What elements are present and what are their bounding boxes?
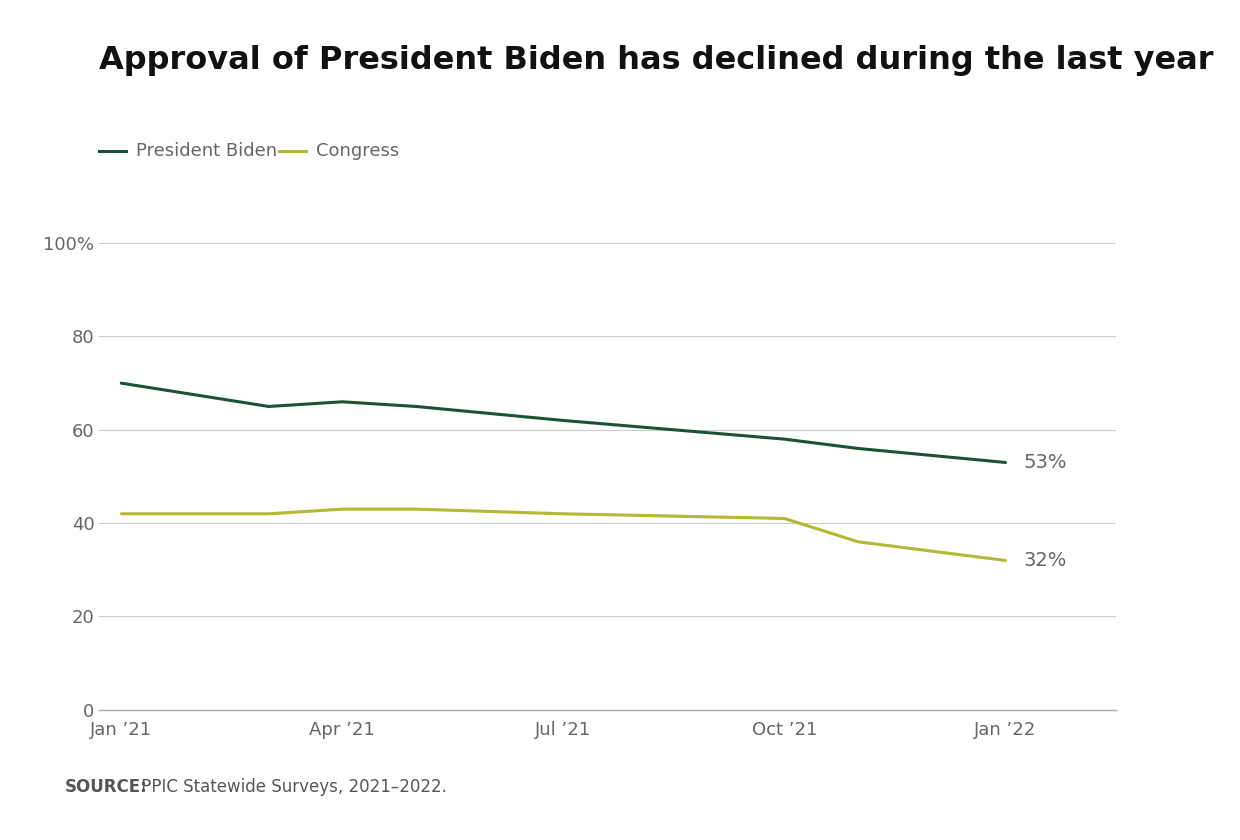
Text: Congress: Congress — [316, 142, 399, 160]
Text: 53%: 53% — [1024, 453, 1068, 472]
Text: SOURCE:: SOURCE: — [64, 779, 148, 796]
Text: President Biden: President Biden — [136, 142, 278, 160]
Text: PPIC Statewide Surveys, 2021–2022.: PPIC Statewide Surveys, 2021–2022. — [136, 779, 448, 796]
Text: Approval of President Biden has declined during the last year: Approval of President Biden has declined… — [99, 45, 1214, 76]
Text: 32%: 32% — [1024, 551, 1068, 570]
